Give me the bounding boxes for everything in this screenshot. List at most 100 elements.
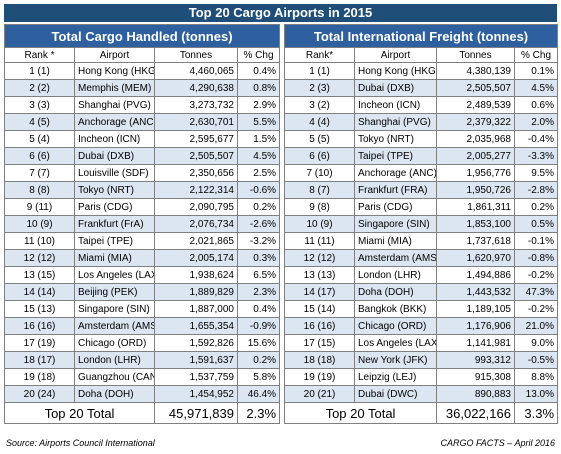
freight-table: Total International Freight (tonnes) Rank… <box>283 24 559 424</box>
cell: 2 (2) <box>4 79 75 97</box>
data-row: 10 (9) Singapore (SIN) 1,853,100 0.5% <box>284 215 559 233</box>
cell: 2,122,314 <box>154 181 238 199</box>
data-row: 14 (14) Beijing (PEK) 1,889,829 2.3% <box>4 283 281 301</box>
data-row: 3 (3) Shanghai (PVG) 3,273,732 2.9% <box>4 96 281 114</box>
cell: 4,380,139 <box>436 62 515 80</box>
total-label: Top 20 Total <box>284 402 437 424</box>
cell: 47.3% <box>513 283 559 301</box>
data-row: 19 (19) Leipzig (LEJ) 915,308 8.8% <box>284 368 559 386</box>
cell: Tokyo (NRT) <box>354 130 437 148</box>
cell: 1.5% <box>236 130 281 148</box>
data-row: 18 (18) New York (JFK) 993,312 -0.5% <box>284 351 559 369</box>
total-tonnes: 45,971,839 <box>154 402 238 424</box>
data-row: 20 (21) Dubai (DWC) 890,883 13.0% <box>284 385 559 403</box>
data-row: 11 (10) Taipei (TPE) 2,021,865 -3.2% <box>4 232 281 250</box>
cell: 12 (12) <box>4 249 75 267</box>
cell: Dubai (DXB) <box>74 147 155 165</box>
data-row: 10 (9) Frankfurt (FrA) 2,076,734 -2.6% <box>4 215 281 233</box>
data-row: 8 (8) Tokyo (NRT) 2,122,314 -0.6% <box>4 181 281 199</box>
cell: 9.0% <box>513 334 559 352</box>
cell: Chicago (ORD) <box>354 317 437 335</box>
data-row: 12 (12) Amsterdam (AMS) 1,620,970 -0.8% <box>284 249 559 267</box>
cell: -0.2% <box>513 266 559 284</box>
cell: 2,505,507 <box>154 147 238 165</box>
cell: 0.1% <box>513 62 559 80</box>
cell: 8 (7) <box>284 181 355 199</box>
cell: Louisville (SDF) <box>74 164 155 182</box>
cell: Taipei (TPE) <box>74 232 155 250</box>
cell: Chicago (ORD) <box>74 334 155 352</box>
cell: -3.3% <box>513 147 559 165</box>
cell: Bangkok (BKK) <box>354 300 437 318</box>
cell: -0.1% <box>513 232 559 250</box>
data-row: 8 (7) Frankfurt (FRA) 1,950,726 -2.8% <box>284 181 559 199</box>
total-row: Top 20 Total 45,971,839 2.3% <box>4 402 281 424</box>
cell: 2,505,507 <box>436 79 515 97</box>
cell: 15.6% <box>236 334 281 352</box>
cell: 1,950,726 <box>436 181 515 199</box>
cell: 1,655,354 <box>154 317 238 335</box>
cell: 15 (14) <box>284 300 355 318</box>
cell: Singapore (SIN) <box>354 215 437 233</box>
cell: 1,956,776 <box>436 164 515 182</box>
cell: 1,592,826 <box>154 334 238 352</box>
cell: 1 (1) <box>4 62 75 80</box>
cell: Amsterdam (AMS) <box>74 317 155 335</box>
cell: 1,494,886 <box>436 266 515 284</box>
cell: 16 (16) <box>284 317 355 335</box>
cell: -0.6% <box>236 181 281 199</box>
data-row: 9 (8) Paris (CDG) 1,861,311 0.2% <box>284 198 559 216</box>
heading-row: Total Cargo Handled (tonnes) <box>3 24 281 48</box>
cell: Hong Kong (HKG) <box>354 62 437 80</box>
cell: 8 (8) <box>4 181 75 199</box>
cell: Memphis (MEM) <box>74 79 155 97</box>
data-row: 4 (4) Shanghai (PVG) 2,379,322 2.0% <box>284 113 559 131</box>
data-row: 19 (18) Guangzhou (CAN) 1,537,759 5.8% <box>4 368 281 386</box>
cell: 1,938,624 <box>154 266 238 284</box>
cell: 1,454,952 <box>154 385 238 403</box>
data-row: 7 (7) Louisville (SDF) 2,350,656 2.5% <box>4 164 281 182</box>
cell: 4.5% <box>513 79 559 97</box>
cell: Leipzig (LEJ) <box>354 368 437 386</box>
column-header-row: Rank * Airport Tonnes% Chg <box>4 47 281 63</box>
cell: 0.2% <box>513 198 559 216</box>
cell: 1,189,105 <box>436 300 515 318</box>
cell: 4 (5) <box>4 113 75 131</box>
data-row: 9 (11) Paris (CDG) 2,090,795 0.2% <box>4 198 281 216</box>
column-header: Rank * <box>4 47 75 63</box>
data-row: 7 (10) Anchorage (ANC) 1,956,776 9.5% <box>284 164 559 182</box>
cell: 0.8% <box>236 79 281 97</box>
cell: Los Angeles (LAX) <box>74 266 155 284</box>
cell: Frankfurt (FrA) <box>74 215 155 233</box>
cell: -0.9% <box>236 317 281 335</box>
cell: Dubai (DXB) <box>354 79 437 97</box>
cell: 1,176,906 <box>436 317 515 335</box>
cell: Beijing (PEK) <box>74 283 155 301</box>
cell: -0.4% <box>513 130 559 148</box>
cell: 1,887,000 <box>154 300 238 318</box>
cell: Guangzhou (CAN) <box>74 368 155 386</box>
cell: 46.4% <box>236 385 281 403</box>
data-row: 15 (14) Bangkok (BKK) 1,189,105 -0.2% <box>284 300 559 318</box>
cell: Frankfurt (FRA) <box>354 181 437 199</box>
cell: 13 (13) <box>284 266 355 284</box>
data-row: 3 (2) Incheon (ICN) 2,489,539 0.6% <box>284 96 559 114</box>
cell: 1,591,637 <box>154 351 238 369</box>
cell: 5 (5) <box>284 130 355 148</box>
column-header: % Chg <box>236 47 281 63</box>
cell: -3.2% <box>236 232 281 250</box>
cell: Shanghai (PVG) <box>354 113 437 131</box>
data-row: 6 (6) Dubai (DXB) 2,505,507 4.5% <box>4 147 281 165</box>
data-row: 17 (19) Chicago (ORD) 1,592,826 15.6% <box>4 334 281 352</box>
cell: 7 (10) <box>284 164 355 182</box>
cell: Incheon (ICN) <box>74 130 155 148</box>
cell: Shanghai (PVG) <box>74 96 155 114</box>
data-row: 6 (6) Taipei (TPE) 2,005,277 -3.3% <box>284 147 559 165</box>
data-row: 20 (24) Doha (DOH) 1,454,952 46.4% <box>4 385 281 403</box>
data-row: 2 (2) Memphis (MEM) 4,290,638 0.8% <box>4 79 281 97</box>
cell: 2,350,656 <box>154 164 238 182</box>
cell: 1,889,829 <box>154 283 238 301</box>
cell: 3 (2) <box>284 96 355 114</box>
cell: Miami (MIA) <box>74 249 155 267</box>
cell: 0.5% <box>513 215 559 233</box>
